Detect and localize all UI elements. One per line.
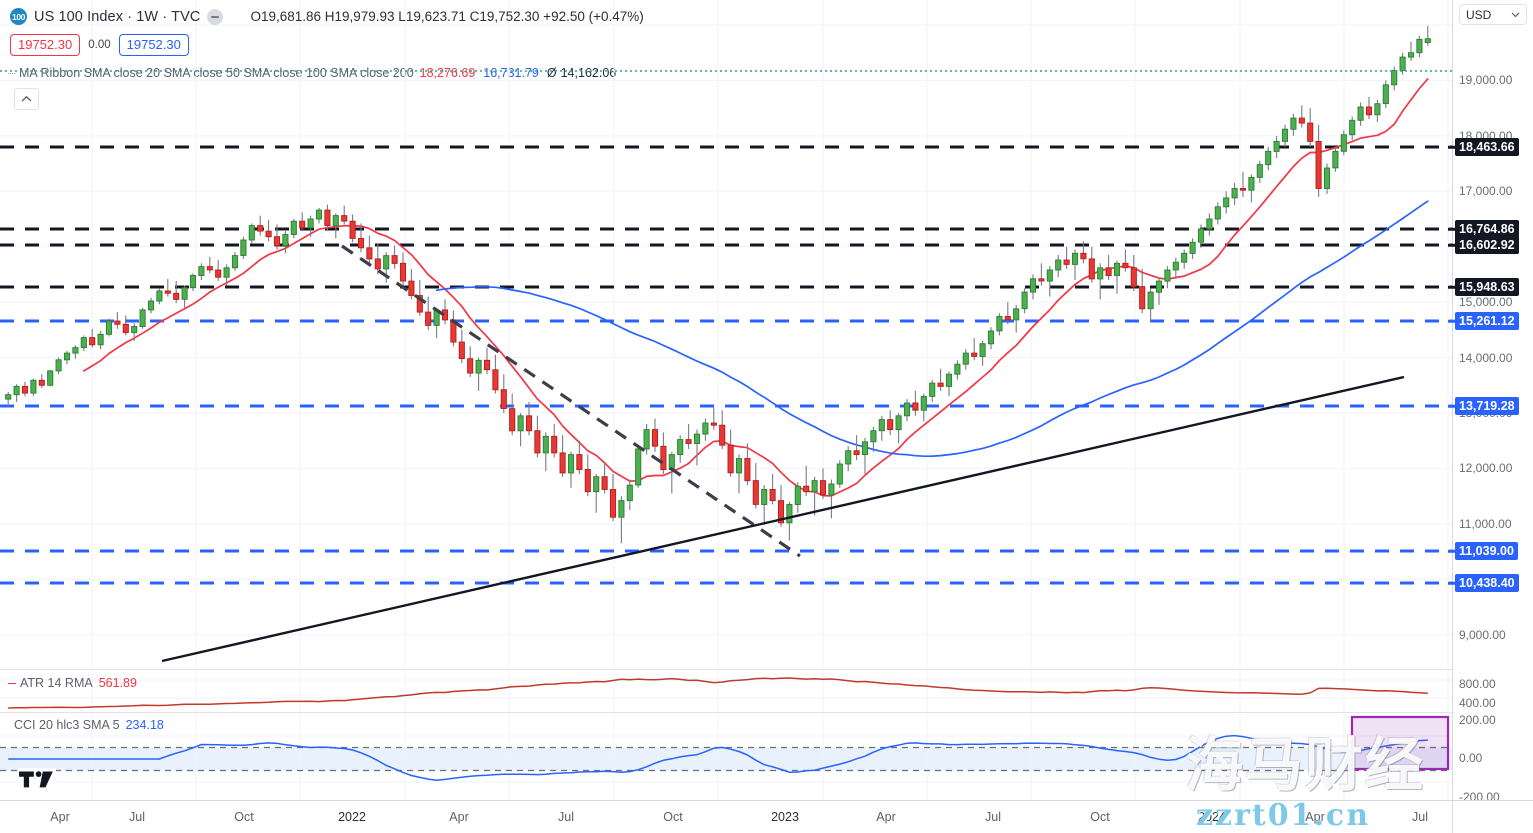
time-axis-tick: Jul <box>1412 810 1428 824</box>
ma-ribbon-value-red: 18,276.69 <box>419 66 476 80</box>
currency-label: USD <box>1466 7 1492 22</box>
price-axis-tick: 19,000.00 <box>1459 73 1513 88</box>
time-axis-tick: Oct <box>1090 810 1110 824</box>
price-level-value: 15,948.63 <box>1459 280 1515 294</box>
collapse-legend-button[interactable] <box>14 88 39 110</box>
price-axis-tick: 14,000.00 <box>1459 350 1513 365</box>
price-level-label[interactable]: 15,261.12 <box>1448 312 1519 330</box>
ma-ribbon-legend[interactable]: MA Ribbon SMA close 20 SMA close 50 SMA … <box>8 66 616 80</box>
cci-plot <box>0 713 1452 801</box>
price-level-value: 13,719.28 <box>1459 399 1515 413</box>
time-axis-tick: 2024 <box>1198 810 1226 824</box>
price-level-label[interactable]: 10,438.40 <box>1448 574 1519 592</box>
cci-value: 234.18 <box>125 718 164 732</box>
ma-ribbon-value-blue: 16,731.79 <box>483 66 539 80</box>
price-level-value: 10,438.40 <box>1459 576 1515 590</box>
atr-axis-tick: 400.00 <box>1459 696 1496 710</box>
cci-axis-tick: 200.00 <box>1459 713 1496 727</box>
atr-plot <box>0 670 1452 712</box>
atr-line-icon <box>8 683 16 685</box>
level-tick-icon <box>1448 243 1455 247</box>
time-axis-tick: Oct <box>663 810 683 824</box>
time-axis-tick: Apr <box>449 810 469 824</box>
chevron-up-icon <box>21 95 32 102</box>
level-tick-icon <box>1448 549 1455 553</box>
tradingview-logo-icon[interactable] <box>18 768 56 794</box>
cci-name: CCI 20 hlc3 SMA 5 <box>14 718 120 732</box>
watermark-url: zzrt01.cn <box>1196 798 1370 833</box>
time-axis-tick: 2023 <box>771 810 799 824</box>
currency-selector[interactable]: USD <box>1459 4 1527 25</box>
level-tick-icon <box>1448 227 1455 231</box>
price-level-value: 11,039.00 <box>1459 544 1514 558</box>
price-level-label[interactable]: 18,463.66 <box>1448 138 1519 156</box>
atr-name: ATR 14 RMA <box>20 676 93 690</box>
time-axis-tick: Apr <box>1305 810 1325 824</box>
atr-value: 561.89 <box>98 676 137 690</box>
time-axis-tick: Jul <box>558 810 574 824</box>
price-level-value: 18,463.66 <box>1459 140 1515 154</box>
chevron-down-icon <box>1511 12 1520 17</box>
price-level-value: 16,602.92 <box>1459 238 1515 252</box>
average-symbol-icon: Ø <box>546 66 557 80</box>
price-level-label[interactable]: 15,948.63 <box>1448 278 1519 296</box>
price-level-value: 15,261.12 <box>1459 314 1515 328</box>
price-axis-tick: 17,000.00 <box>1459 184 1513 199</box>
time-axis[interactable]: Apr Jul Oct 2022 Apr Jul Oct 2023 Apr Jul Oct 2024 A… <box>0 800 1533 833</box>
price-level-label[interactable]: 16,602.92 <box>1448 236 1519 254</box>
price-level-value: 16,764.86 <box>1459 222 1515 236</box>
level-tick-icon <box>1448 319 1455 323</box>
level-tick-icon <box>1448 404 1455 408</box>
cci-axis-tick: 0.00 <box>1459 751 1483 765</box>
time-axis-tick: Jul <box>985 810 1001 824</box>
cci-pane[interactable] <box>0 712 1452 801</box>
price-axis-tick: 15,000.00 <box>1459 295 1513 310</box>
price-level-label[interactable]: 16,764.86 <box>1448 220 1519 238</box>
time-axis-tick: Apr <box>876 810 896 824</box>
atr-axis-tick: 800.00 <box>1459 677 1496 691</box>
ma-ribbon-value-avg: 14,162.06 <box>560 66 617 80</box>
time-axis-tick: Jul <box>129 810 145 824</box>
level-tick-icon <box>1448 285 1455 289</box>
level-tick-icon <box>1448 145 1455 149</box>
price-plot <box>0 0 1452 668</box>
price-axis-tick: 11,000.00 <box>1459 516 1512 531</box>
atr-legend[interactable]: ATR 14 RMA 561.89 <box>8 676 137 690</box>
cci-legend[interactable]: CCI 20 hlc3 SMA 5 234.18 <box>14 718 164 732</box>
price-axis-tick: 12,000.00 <box>1459 461 1513 476</box>
level-tick-icon <box>1448 581 1455 585</box>
axis-divider <box>1452 801 1453 833</box>
atr-pane[interactable] <box>0 669 1452 712</box>
price-axis-tick: 9,000.00 <box>1459 627 1506 642</box>
legend-line-icon <box>8 72 15 74</box>
price-level-label[interactable]: 13,719.28 <box>1448 397 1519 415</box>
price-level-label[interactable]: 11,039.00 <box>1448 542 1518 560</box>
time-axis-tick: Oct <box>234 810 254 824</box>
price-pane[interactable] <box>0 0 1452 668</box>
ma-ribbon-name: MA Ribbon SMA close 20 SMA close 50 SMA … <box>19 66 414 80</box>
watermark-url-text: zzrt01.cn <box>1196 798 1371 833</box>
time-axis-tick: 2022 <box>338 810 366 824</box>
time-axis-tick: Apr <box>50 810 70 824</box>
price-axis[interactable]: USD 19,000.0018,000.0017,000.0016,000.00… <box>1448 0 1533 804</box>
